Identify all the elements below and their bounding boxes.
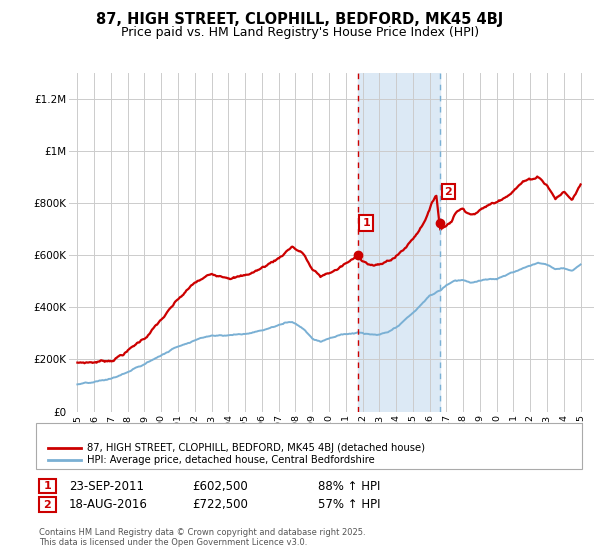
Text: HPI: Average price, detached house, Central Bedfordshire: HPI: Average price, detached house, Cent…: [87, 455, 375, 465]
Text: Contains HM Land Registry data © Crown copyright and database right 2025.
This d: Contains HM Land Registry data © Crown c…: [39, 528, 365, 547]
Text: 23-SEP-2011: 23-SEP-2011: [69, 479, 144, 493]
Text: 87, HIGH STREET, CLOPHILL, BEDFORD, MK45 4BJ (detached house): 87, HIGH STREET, CLOPHILL, BEDFORD, MK45…: [87, 443, 425, 453]
Text: £602,500: £602,500: [192, 479, 248, 493]
Text: 87, HIGH STREET, CLOPHILL, BEDFORD, MK45 4BJ: 87, HIGH STREET, CLOPHILL, BEDFORD, MK45…: [97, 12, 503, 27]
Text: 1: 1: [362, 218, 370, 228]
Text: 2: 2: [445, 186, 452, 197]
Text: £722,500: £722,500: [192, 498, 248, 511]
Text: Price paid vs. HM Land Registry's House Price Index (HPI): Price paid vs. HM Land Registry's House …: [121, 26, 479, 39]
Text: 1: 1: [44, 481, 51, 491]
Text: 57% ↑ HPI: 57% ↑ HPI: [318, 498, 380, 511]
Text: 2: 2: [44, 500, 51, 510]
Text: 88% ↑ HPI: 88% ↑ HPI: [318, 479, 380, 493]
Text: 18-AUG-2016: 18-AUG-2016: [69, 498, 148, 511]
Bar: [358, 73, 440, 412]
